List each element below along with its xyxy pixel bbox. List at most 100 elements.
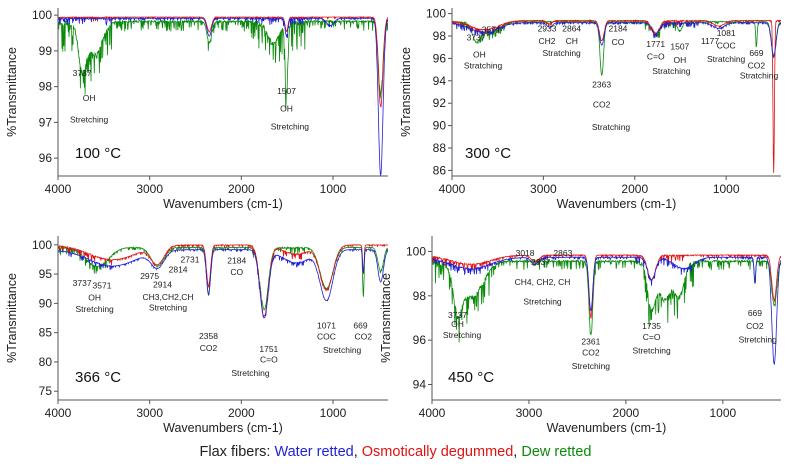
x-axis-label: Wavenumbers (cm-1): [557, 197, 677, 211]
y-tick-label: 88: [433, 141, 447, 155]
peak-annotation: Stratching: [740, 71, 779, 81]
peak-annotation: C=O: [643, 332, 661, 342]
peak-annotation: Stratching: [592, 122, 631, 132]
series-line-water-retted: [452, 21, 781, 59]
y-tick-label: 80: [39, 355, 53, 369]
peak-annotation: 1071: [317, 321, 336, 331]
series-line-osmotically-degummed: [58, 15, 388, 108]
peak-annotation: 1177: [701, 36, 720, 46]
peak-annotation: OH: [451, 319, 464, 329]
peak-annotation: 1751: [259, 344, 278, 354]
x-tick-label: 3000: [136, 406, 163, 420]
peak-annotation: 3737: [73, 278, 92, 288]
peak-annotation: 2863: [553, 248, 572, 258]
peak-annotation: Stratching: [652, 66, 691, 76]
temperature-label: 366 °C: [75, 369, 121, 386]
peak-annotation: COC: [717, 40, 736, 50]
y-tick-label: 96: [433, 51, 447, 65]
peak-annotation: 3571: [93, 281, 112, 291]
series-line-water-retted: [58, 16, 388, 176]
peak-annotation: Stretching: [271, 122, 310, 132]
legend-water-retted: Water retted: [274, 444, 354, 460]
peak-annotation: CO: [612, 37, 625, 47]
x-tick-label: 2000: [228, 182, 255, 196]
y-tick-label: 95: [39, 267, 53, 281]
peak-annotation: Stretching: [443, 330, 482, 340]
peak-annotation: 2933: [538, 24, 557, 34]
legend-separator-2: ,: [513, 444, 522, 460]
x-axis-label: Wavenumbers (cm-1): [163, 421, 283, 435]
y-tick-label: 90: [39, 296, 53, 310]
peak-annotation: CO2: [593, 100, 611, 110]
peak-annotation: CH2: [539, 36, 556, 46]
x-axis-label: Wavenumbers (cm-1): [547, 421, 667, 435]
y-axis-label: %Transmittance: [379, 273, 393, 363]
temperature-label: 450 °C: [448, 369, 494, 386]
y-tick-label: 100: [406, 245, 426, 259]
peak-annotation: 1507: [277, 86, 296, 96]
y-tick-label: 99: [39, 44, 53, 58]
y-tick-label: 100: [32, 238, 52, 252]
peak-annotation: CH3,CH2,CH: [142, 292, 193, 302]
chart-panel-2: 86 88 90 92 94 96 98 100 4000 3000 2000 1000 Wavenum…: [399, 7, 781, 211]
chart-panel-1: 96 97 98 99 100 4000 3000 2000 1000 Wavenumbers (…: [5, 8, 388, 211]
x-tick-label: 1000: [320, 406, 347, 420]
peak-annotation: 1771: [646, 39, 665, 49]
peak-annotation: 1507: [670, 41, 689, 51]
peak-annotation: 669: [748, 308, 762, 318]
x-tick-label: 2000: [613, 406, 640, 420]
y-tick-label: 86: [433, 163, 447, 177]
series-line-dew-retted: [58, 245, 388, 312]
temperature-label: 100 °C: [75, 145, 121, 162]
peak-annotation: C=O: [647, 52, 665, 62]
peak-annotation: Stratching: [707, 54, 746, 64]
peak-annotation: COC: [317, 332, 336, 342]
peak-annotation: Stretching: [323, 345, 362, 355]
series-line-water-retted: [58, 248, 388, 319]
x-tick-label: 1000: [320, 182, 347, 196]
peak-annotation: 669: [353, 321, 367, 331]
peak-annotation: CO2: [200, 343, 218, 353]
temperature-label: 300 °C: [465, 145, 511, 162]
legend-dew-retted: Dew retted: [521, 444, 592, 460]
peak-annotation: OH: [83, 93, 96, 103]
peak-annotation: OH: [280, 104, 293, 114]
peak-annotation: Stretching: [632, 345, 671, 355]
y-tick-label: 98: [39, 80, 53, 94]
peak-annotation: CO2: [582, 348, 600, 358]
peak-annotation: 2937: [531, 257, 550, 267]
x-tick-label: 3000: [530, 182, 557, 196]
peak-annotation: 3571: [482, 25, 501, 35]
legend-caption: Flax fibers: Water retted, Osmotically d…: [0, 444, 791, 460]
peak-annotation: Stretching: [572, 361, 611, 371]
x-tick-label: 2000: [621, 182, 648, 196]
series-line-water-retted: [432, 255, 781, 365]
series-group: [58, 243, 388, 319]
peak-annotation: 1081: [717, 28, 736, 38]
x-tick-label: 4000: [45, 182, 72, 196]
peak-annotation: 2914: [153, 280, 172, 290]
y-tick-label: 96: [39, 151, 53, 165]
series-line-osmotically-degummed: [452, 18, 781, 173]
series-line-osmotically-degummed: [58, 243, 388, 317]
y-tick-label: 92: [433, 96, 447, 110]
x-tick-label: 4000: [439, 182, 466, 196]
y-tick-label: 85: [39, 326, 53, 340]
peak-annotation: 2864: [562, 24, 581, 34]
peak-annotation: 2814: [169, 264, 188, 274]
series-group: [58, 15, 388, 176]
x-tick-label: 3000: [136, 182, 163, 196]
x-tick-label: 4000: [419, 406, 446, 420]
x-tick-label: 1000: [709, 406, 736, 420]
y-tick-label: 98: [413, 289, 427, 303]
y-tick-label: 75: [39, 384, 53, 398]
peak-annotation: Stretching: [523, 297, 562, 307]
peak-annotation: 3737: [448, 310, 467, 320]
peak-annotation: Stretching: [231, 368, 270, 378]
peak-annotation: CO2: [355, 332, 373, 342]
peak-annotation: OH: [473, 49, 486, 59]
peak-annotation: CO2: [748, 60, 766, 70]
y-axis-label: %Transmittance: [5, 273, 19, 363]
peak-annotation: OH: [88, 292, 101, 302]
